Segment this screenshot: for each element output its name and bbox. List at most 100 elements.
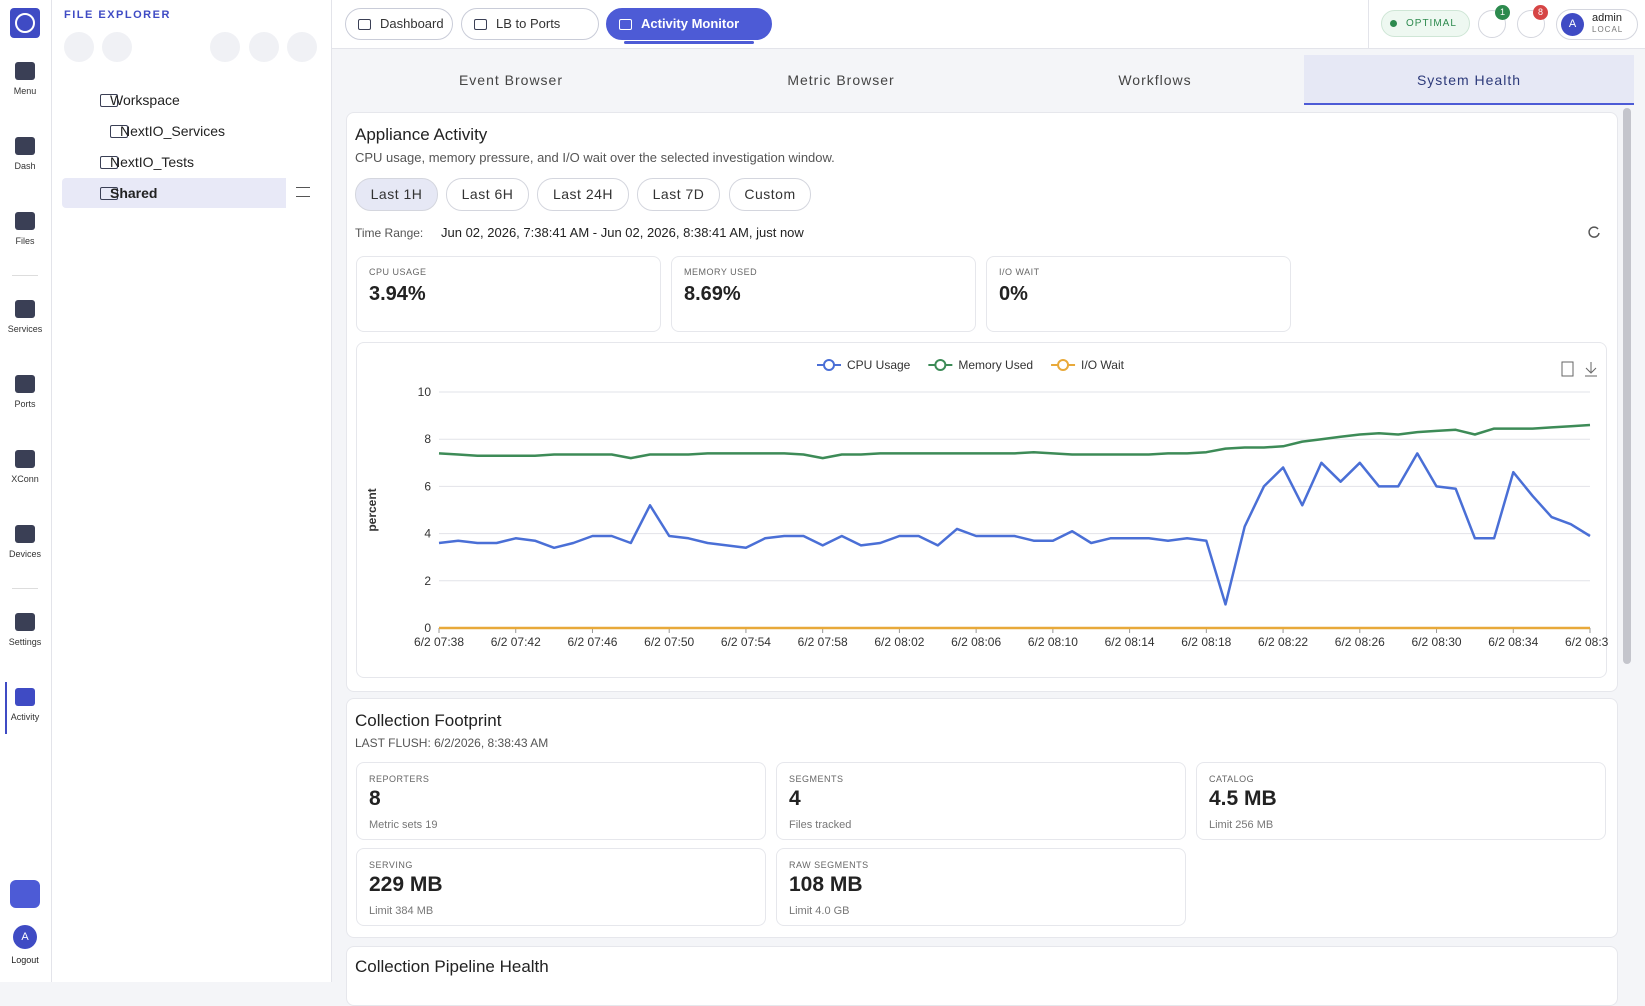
range-button[interactable]: Last 7D <box>637 178 720 211</box>
nav-label: Files <box>15 236 35 246</box>
metric-value: 4 <box>789 787 801 810</box>
tree-item[interactable]: NextIO_Services <box>120 123 226 139</box>
section-subtitle: CPU usage, memory pressure, and I/O wait… <box>355 150 835 165</box>
tree-item[interactable]: Workspace <box>110 92 180 108</box>
stat-card: I/O WAIT 0% <box>986 256 1291 332</box>
metric-card: SEGMENTS 4 Files tracked <box>776 762 1186 840</box>
metric-card: SERVING 229 MB Limit 384 MB <box>356 848 766 926</box>
nav-item[interactable]: Dash <box>0 137 50 177</box>
nav-label: Services <box>7 324 43 334</box>
row-highlight <box>62 178 286 208</box>
logout-avatar[interactable]: A <box>13 925 37 949</box>
nav-icon <box>15 688 35 706</box>
metric-value: 4.5 MB <box>1209 787 1277 810</box>
doc-icon[interactable] <box>1561 361 1574 377</box>
nav-item[interactable]: Menu <box>0 62 50 102</box>
section-title: Appliance Activity <box>355 125 488 144</box>
user-avatar: A <box>1561 13 1584 36</box>
tab[interactable]: Dashboard <box>345 8 453 40</box>
stat-label: MEMORY USED <box>684 267 758 277</box>
refresh-icon[interactable] <box>1587 225 1601 239</box>
range-button[interactable]: Last 1H <box>355 178 438 211</box>
legend-label: I/O Wait <box>1081 358 1125 372</box>
section-title: Collection Footprint <box>355 711 502 730</box>
range-button[interactable]: Last 6H <box>446 178 529 211</box>
add-button[interactable] <box>64 32 94 62</box>
nav-item[interactable]: Ports <box>0 375 50 415</box>
x-tick-label: 6/2 08:30 <box>1412 635 1462 649</box>
range-button[interactable]: Custom <box>729 178 811 211</box>
sub-tab[interactable]: Event Browser <box>458 72 564 88</box>
x-tick-label: 6/2 08:02 <box>874 635 924 649</box>
logo <box>10 8 40 38</box>
sub-tab[interactable]: Workflows <box>1118 72 1192 88</box>
legend-label: Memory Used <box>958 358 1033 372</box>
user-realm: LOCAL <box>1592 25 1624 34</box>
nav-item[interactable]: Services <box>0 300 50 340</box>
active-indicator <box>5 682 7 734</box>
download-icon[interactable] <box>1585 362 1597 377</box>
x-tick-label: 6/2 08:10 <box>1028 635 1078 649</box>
metric-value: 8 <box>369 787 381 810</box>
nav-item[interactable]: Settings <box>0 613 50 653</box>
top-bar: Dashboard LB to Ports Activity Monitor OPT… <box>332 0 1645 49</box>
scrollbar <box>1623 108 1631 664</box>
metric-note: Metric sets 19 <box>369 819 438 831</box>
tab-close[interactable] <box>746 17 758 29</box>
y-tick-label: 4 <box>424 527 431 541</box>
nav-item[interactable]: XConn <box>0 450 50 490</box>
stat-value: 0% <box>999 283 1028 305</box>
chart-panel: percent 0 2 4 6 8 10 6/2 07:38 6/2 07:42 6/2 07:… <box>356 342 1615 678</box>
stat-label: I/O WAIT <box>999 267 1040 277</box>
stat-value: 3.94% <box>369 283 426 305</box>
nav-icon <box>15 375 35 393</box>
tab-icon <box>619 19 632 30</box>
sub-tab[interactable]: System Health <box>1304 55 1634 105</box>
logout-label[interactable]: Logout <box>11 955 39 965</box>
tab[interactable]: Activity Monitor <box>606 8 772 40</box>
expand-button[interactable] <box>10 880 40 908</box>
x-tick-label: 6/2 07:46 <box>567 635 617 649</box>
tab-icon <box>358 19 371 30</box>
metric-value: 229 MB <box>369 873 443 896</box>
metric-label: SERVING <box>369 860 413 870</box>
sub-tabs: Event Browser Metric Browser Workflows Syst… <box>346 55 1636 105</box>
tree-item[interactable]: NextIO_Tests <box>110 154 195 170</box>
metric-card: REPORTERS 8 Metric sets 19 <box>356 762 766 840</box>
metric-label: RAW SEGMENTS <box>789 860 869 870</box>
tab[interactable]: LB to Ports <box>461 8 599 40</box>
status-dot <box>1390 20 1397 27</box>
nav-icon <box>15 613 35 631</box>
notifications-badge: 8 <box>1533 5 1548 20</box>
more-button[interactable] <box>287 32 317 62</box>
nav-item[interactable]: Files <box>0 212 50 252</box>
search-button[interactable] <box>210 32 240 62</box>
nav-label: Dash <box>14 161 36 171</box>
nav-icon <box>15 450 35 468</box>
notifications-button[interactable] <box>1517 10 1545 38</box>
nav-item[interactable]: Activity <box>0 682 50 734</box>
legend-marker <box>1057 359 1070 371</box>
nav-item[interactable]: Devices <box>0 525 50 565</box>
section-title: Collection Pipeline Health <box>355 957 549 976</box>
legend-label: CPU Usage <box>847 358 911 372</box>
range-button[interactable]: Last 24H <box>537 178 629 211</box>
upload-button[interactable] <box>102 32 132 62</box>
x-tick-label: 6/2 07:58 <box>798 635 848 649</box>
nav-label: Settings <box>8 637 42 647</box>
refresh-button[interactable] <box>249 32 279 62</box>
nav-label: Activity <box>10 712 40 722</box>
last-flush: LAST FLUSH: 6/2/2026, 8:38:43 AM <box>355 736 549 750</box>
y-tick-label: 0 <box>424 621 431 635</box>
metric-note: Limit 384 MB <box>369 905 434 917</box>
apps-badge: 1 <box>1495 5 1510 20</box>
metric-card: RAW SEGMENTS 108 MB Limit 4.0 GB <box>776 848 1186 926</box>
nav-icon <box>15 62 35 80</box>
user-menu[interactable] <box>1556 9 1638 40</box>
sub-tab[interactable]: Metric Browser <box>787 72 895 88</box>
apps-button[interactable] <box>1478 10 1506 38</box>
tree-item[interactable]: Shared <box>110 185 158 201</box>
x-tick-label: 6/2 08:22 <box>1258 635 1308 649</box>
stat-card: MEMORY USED 8.69% <box>671 256 976 332</box>
